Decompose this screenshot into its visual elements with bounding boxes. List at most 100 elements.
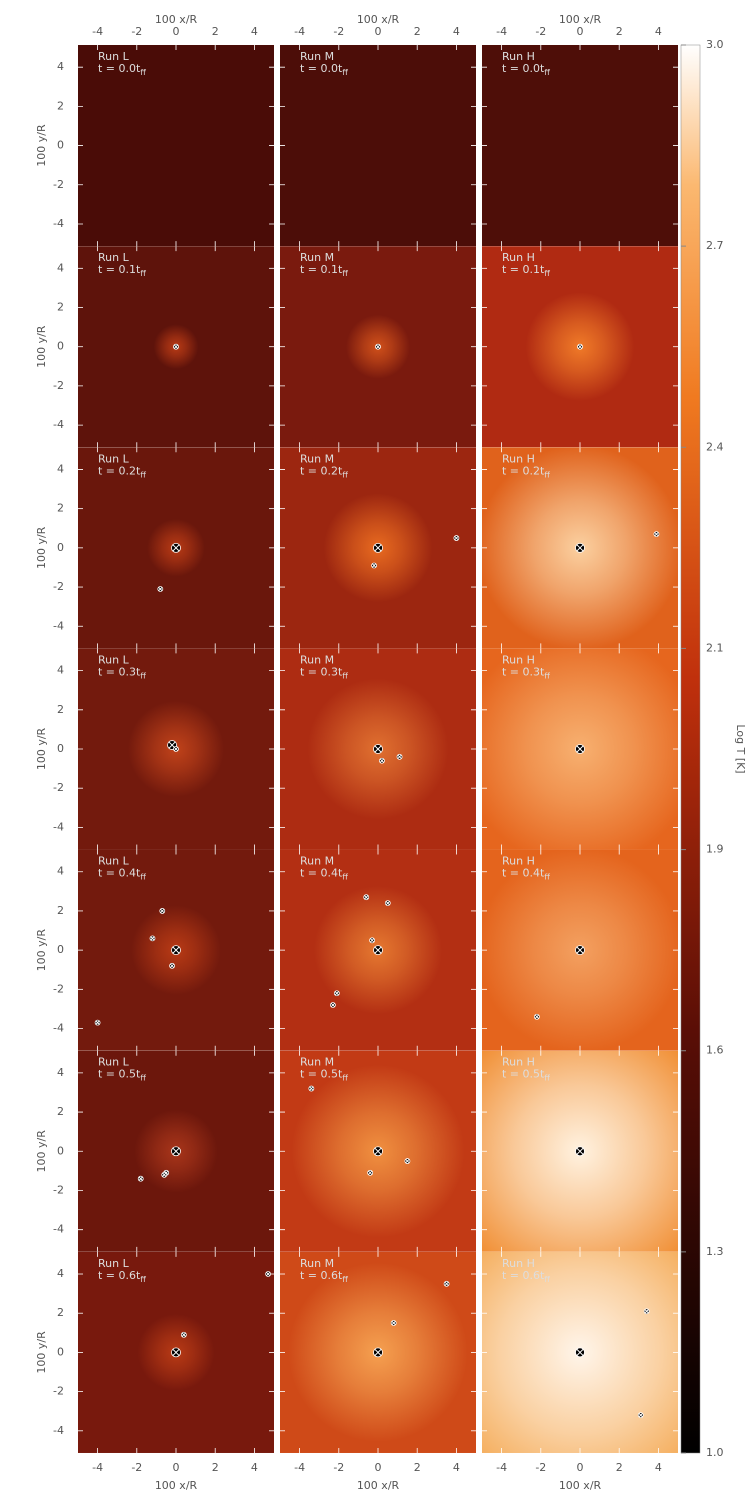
time-label: t = 0.0tff: [98, 62, 146, 77]
sink-cross: [654, 532, 659, 537]
time-text: t = 0.2t: [300, 464, 343, 477]
x-tick-label: 0: [173, 1461, 180, 1474]
sink-particle: [575, 542, 585, 553]
y-tick-label: -4: [53, 820, 64, 833]
run-label: Run H: [502, 50, 535, 63]
sink-particle: [379, 757, 385, 764]
y-axis-label: 100 y/R: [35, 1331, 48, 1374]
y-axis-label: 100 y/R: [35, 929, 48, 972]
sink-cross: [160, 908, 165, 914]
y-tick-label: -2: [53, 781, 64, 794]
sink-particle: [375, 343, 381, 350]
y-tick-label: -2: [53, 982, 64, 995]
colorbar-tick-label: 2.4: [706, 440, 724, 453]
time-label: t = 0.3tff: [300, 665, 348, 680]
x-tick-label: 4: [453, 25, 460, 38]
time-text: t = 0.3t: [98, 665, 141, 678]
sink-particle: [373, 1146, 383, 1157]
sink-cross: [364, 895, 369, 900]
sink-cross: [374, 544, 382, 552]
sink-particle: [373, 945, 383, 956]
run-label: Run L: [98, 1257, 130, 1270]
x-axis-label: 100 x/R: [155, 1479, 198, 1492]
panel: Run Ht = 0.4tff: [482, 849, 678, 1051]
time-label: t = 0.6tff: [502, 1269, 550, 1284]
time-subscript: ff: [544, 470, 550, 479]
sink-particle: [94, 1019, 101, 1026]
panel: Run Lt = 0.2tff: [78, 447, 274, 649]
y-tick-label: 2: [57, 301, 64, 314]
x-tick-label: 0: [577, 1461, 584, 1474]
y-tick-label: 4: [57, 261, 64, 274]
time-subscript: ff: [140, 1274, 146, 1283]
sink-cross: [150, 936, 155, 941]
sink-particle: [367, 1169, 374, 1176]
sink-cross: [397, 754, 402, 759]
time-text: t = 0.3t: [502, 665, 545, 678]
sink-particle: [369, 937, 376, 944]
sink-particle: [171, 1347, 181, 1358]
sink-cross: [534, 1014, 539, 1019]
run-label: Run H: [502, 653, 535, 666]
time-label: t = 0.3tff: [502, 665, 550, 680]
x-tick-label: 4: [251, 25, 258, 38]
y-tick-label: -4: [53, 619, 64, 632]
sink-cross: [173, 344, 179, 349]
time-subscript: ff: [342, 269, 348, 278]
sink-cross: [172, 1147, 180, 1155]
sink-particle: [157, 586, 164, 592]
sink-particle: [575, 945, 585, 956]
run-label: Run M: [300, 653, 334, 666]
sink-particle: [173, 746, 179, 752]
panel: Run Lt = 0.5tff: [78, 1050, 274, 1252]
y-tick-label: -4: [53, 418, 64, 431]
y-tick-label: 2: [57, 99, 64, 112]
sink-cross: [370, 938, 375, 943]
sink-particle: [171, 542, 181, 553]
sink-cross: [391, 1320, 396, 1326]
time-text: t = 0.5t: [502, 1068, 545, 1081]
x-tick-label: -2: [535, 1461, 546, 1474]
time-text: t = 0.3t: [300, 665, 343, 678]
panel: Run Mt = 0.0tff: [280, 45, 476, 247]
sink-cross: [444, 1281, 449, 1286]
sink-particle: [637, 1412, 644, 1419]
time-subscript: ff: [140, 671, 146, 680]
y-tick-label: -2: [53, 580, 64, 593]
sink-cross: [169, 963, 175, 968]
y-tick-label: 2: [57, 1105, 64, 1118]
x-tick-label: -4: [496, 25, 507, 38]
sink-cross: [379, 758, 385, 763]
y-tick-label: 0: [57, 943, 64, 956]
time-label: t = 0.5tff: [98, 1068, 146, 1083]
time-subscript: ff: [342, 1274, 348, 1283]
time-label: t = 0.4tff: [98, 867, 146, 882]
sink-particle: [373, 1347, 383, 1358]
x-tick-label: 4: [655, 1461, 662, 1474]
y-axis-label: 100 y/R: [35, 526, 48, 569]
x-tick-label: -4: [294, 25, 305, 38]
x-tick-label: -4: [496, 1461, 507, 1474]
x-tick-label: -2: [131, 25, 142, 38]
colorbar-tick-label: 1.3: [706, 1245, 724, 1258]
y-tick-label: -2: [53, 1183, 64, 1196]
y-tick-label: 2: [57, 502, 64, 515]
time-subscript: ff: [342, 68, 348, 77]
sink-particle: [171, 945, 181, 956]
time-label: t = 0.1tff: [300, 263, 348, 278]
time-text: t = 0.5t: [300, 1068, 343, 1081]
time-subscript: ff: [140, 68, 146, 77]
colorbar-tick-label: 1.6: [706, 1044, 724, 1057]
panel: Run Ht = 0.5tff: [482, 1050, 678, 1252]
y-tick-label: 0: [57, 139, 64, 152]
panel: Run Mt = 0.6tff: [280, 1251, 476, 1453]
sink-cross: [172, 946, 180, 954]
sink-cross: [375, 344, 381, 349]
x-axis-label: 100 x/R: [357, 13, 400, 26]
x-tick-label: 2: [414, 25, 421, 38]
run-label: Run M: [300, 251, 334, 264]
x-axis-label: 100 x/R: [559, 1479, 602, 1492]
sink-particle: [390, 1320, 397, 1326]
time-subscript: ff: [544, 269, 550, 278]
sink-particle: [169, 962, 175, 969]
